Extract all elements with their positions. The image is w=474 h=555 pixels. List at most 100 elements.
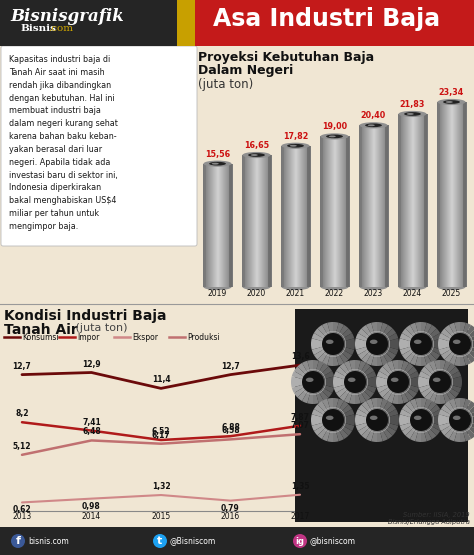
Wedge shape	[333, 333, 354, 344]
Wedge shape	[421, 322, 427, 344]
Bar	[447, 102, 448, 287]
Bar	[254, 155, 255, 287]
Wedge shape	[333, 344, 339, 366]
Text: 0,98: 0,98	[82, 502, 101, 511]
Bar	[366, 125, 368, 287]
Wedge shape	[333, 382, 355, 388]
Text: 21,83: 21,83	[400, 100, 425, 109]
Wedge shape	[387, 361, 398, 382]
Text: 2023: 2023	[364, 289, 383, 298]
Bar	[383, 125, 385, 287]
Wedge shape	[356, 420, 377, 431]
Wedge shape	[379, 382, 398, 397]
Wedge shape	[421, 420, 432, 441]
Ellipse shape	[366, 409, 388, 431]
Ellipse shape	[326, 340, 334, 344]
Ellipse shape	[449, 333, 471, 355]
Wedge shape	[398, 360, 404, 382]
Wedge shape	[424, 363, 440, 382]
Bar	[206, 164, 208, 287]
Wedge shape	[449, 344, 460, 365]
Bar	[378, 125, 379, 287]
Bar	[330, 137, 332, 287]
Wedge shape	[439, 409, 460, 420]
Wedge shape	[355, 382, 377, 388]
Wedge shape	[421, 333, 442, 344]
Text: 23,34: 23,34	[439, 88, 464, 97]
Ellipse shape	[11, 534, 25, 548]
Text: Asa Industri Baja: Asa Industri Baja	[213, 7, 440, 31]
Bar	[265, 155, 266, 287]
Ellipse shape	[368, 124, 375, 126]
Bar	[256, 155, 257, 287]
Bar	[301, 146, 302, 287]
Text: f: f	[16, 536, 20, 546]
Bar	[439, 102, 441, 287]
Ellipse shape	[438, 99, 465, 105]
Bar	[328, 137, 329, 287]
Bar	[320, 137, 322, 287]
Ellipse shape	[326, 134, 343, 138]
Ellipse shape	[366, 333, 388, 355]
Bar	[259, 155, 260, 287]
Wedge shape	[376, 376, 398, 382]
Bar	[203, 164, 205, 287]
Ellipse shape	[209, 162, 226, 165]
Bar	[373, 125, 374, 287]
Wedge shape	[460, 420, 465, 442]
Bar	[384, 125, 386, 287]
Text: 2022: 2022	[325, 289, 344, 298]
Bar	[415, 114, 416, 287]
Wedge shape	[460, 405, 474, 420]
Wedge shape	[460, 344, 465, 366]
Wedge shape	[383, 382, 398, 401]
Ellipse shape	[446, 101, 453, 103]
Ellipse shape	[293, 534, 307, 548]
Ellipse shape	[306, 377, 313, 382]
Ellipse shape	[399, 284, 427, 290]
Text: 2019: 2019	[208, 289, 227, 298]
Text: 7,87: 7,87	[291, 413, 310, 422]
Wedge shape	[421, 420, 440, 436]
Wedge shape	[421, 329, 440, 344]
Wedge shape	[441, 344, 460, 360]
Wedge shape	[377, 405, 396, 420]
Ellipse shape	[438, 284, 465, 290]
Bar	[243, 155, 244, 287]
Bar	[246, 155, 247, 287]
Wedge shape	[333, 401, 348, 420]
Bar	[300, 146, 301, 287]
Wedge shape	[400, 333, 421, 344]
Bar	[306, 146, 307, 287]
Bar	[365, 125, 367, 287]
Ellipse shape	[414, 416, 421, 420]
Bar	[282, 146, 284, 287]
Wedge shape	[460, 344, 474, 363]
Ellipse shape	[399, 111, 427, 117]
Wedge shape	[399, 339, 421, 344]
Bar	[267, 155, 268, 287]
Bar	[341, 137, 342, 287]
Bar	[377, 125, 378, 287]
Bar	[403, 114, 405, 287]
Text: 2025: 2025	[442, 289, 461, 298]
Bar	[268, 155, 271, 287]
Bar	[252, 155, 254, 287]
Wedge shape	[356, 333, 377, 344]
Wedge shape	[405, 420, 421, 439]
Bar	[298, 146, 300, 287]
Bar	[345, 137, 346, 287]
Bar	[249, 155, 251, 287]
Bar	[400, 114, 401, 287]
Polygon shape	[177, 0, 195, 46]
Wedge shape	[356, 409, 377, 420]
Wedge shape	[334, 382, 355, 393]
Text: Produksi: Produksi	[187, 332, 220, 341]
Wedge shape	[377, 420, 398, 431]
Wedge shape	[314, 344, 333, 360]
Wedge shape	[333, 420, 355, 426]
Wedge shape	[460, 329, 474, 344]
Bar	[460, 102, 461, 287]
Wedge shape	[421, 420, 437, 439]
Bar	[310, 146, 311, 287]
